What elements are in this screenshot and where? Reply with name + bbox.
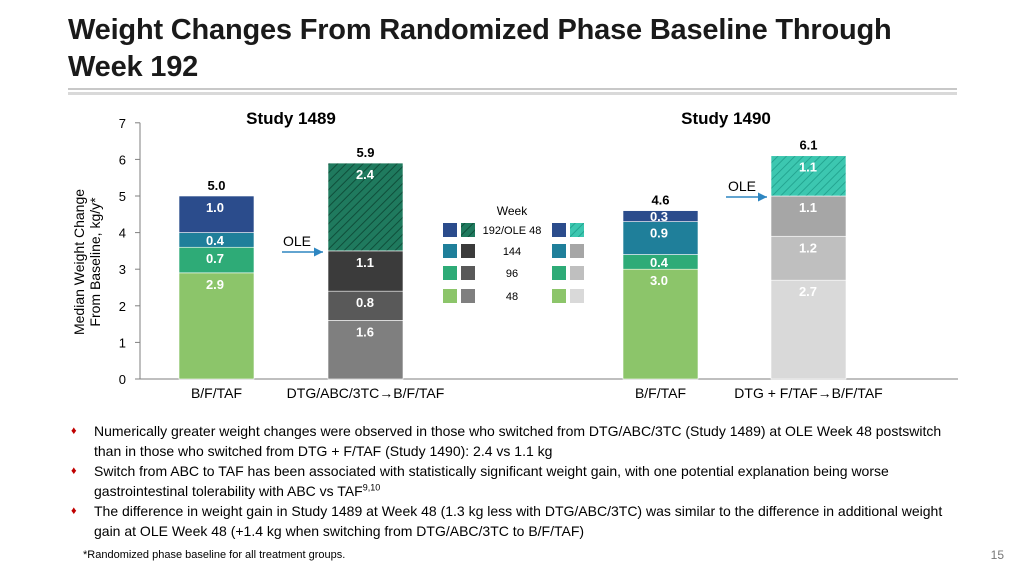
legend-label: 144 [503,246,521,258]
bar-total-label: 6.1 [799,138,817,153]
bar-segment [622,221,699,255]
y-tick-label: 1 [119,335,126,350]
bar-total-label: 4.6 [651,193,669,208]
legend-swatch [461,289,475,303]
page-title: Weight Changes From Randomized Phase Bas… [68,14,892,83]
title-divider [68,88,957,90]
y-tick-label: 7 [119,116,126,131]
data-label: 1.1 [356,255,374,270]
legend-swatch [461,223,475,237]
data-label: 2.9 [206,277,224,292]
legend-swatch [443,244,457,258]
data-label: 1.1 [799,160,817,175]
bullet-item: ♦ Switch from ABC to TAF has been associ… [68,461,948,501]
legend-swatch [461,266,475,280]
legend-label: 48 [506,291,518,303]
legend-label: 192/OLE 48 [483,225,542,237]
diamond-bullet-icon: ♦ [71,465,77,477]
legend-swatch [570,266,584,280]
bullet-text: Switch from ABC to TAF has been associat… [94,463,889,499]
bullet-list: ♦ Numerically greater weight changes wer… [68,421,948,541]
bullet-text: The difference in weight gain in Study 1… [94,503,943,539]
legend-swatch [570,223,584,237]
data-label: 1.1 [799,200,817,215]
y-axis-label: Median Weight ChangeFrom Baseline, kg/y* [71,189,103,335]
legend-swatch [570,289,584,303]
legend-swatch [552,223,566,237]
diamond-bullet-icon: ♦ [71,505,77,517]
citation-superscript: 9,10 [362,482,381,493]
data-label: 0.3 [650,209,668,224]
y-tick-label: 2 [119,299,126,314]
bullet-text: Numerically greater weight changes were … [94,423,942,459]
x-tick-label: DTG/ABC/3TC→B/F/TAF [287,385,445,401]
legend-swatch [552,266,566,280]
x-tick-label: B/F/TAF [191,385,242,401]
bar-total-label: 5.0 [207,178,225,193]
bar-total-label: 5.9 [356,145,374,160]
group-title: Study 1490 [681,109,771,128]
bar-segment [770,279,847,380]
x-tick-label: DTG + F/TAF→B/F/TAF [734,385,882,401]
data-label: 0.4 [206,233,225,248]
y-tick-label: 3 [119,262,126,277]
y-tick-label: 4 [119,226,126,241]
legend-swatch [461,244,475,258]
legend-swatch [570,244,584,258]
stacked-bar-chart: 0 1 2 3 4 5 6 7 Median Weight ChangeFrom Baselin… [71,109,958,401]
y-tick-label: 0 [119,372,126,387]
title-divider-shadow [68,92,957,95]
bullet-item: ♦ The difference in weight gain in Study… [68,501,948,541]
legend-swatch [552,289,566,303]
data-label: 2.4 [356,167,375,182]
data-label: 0.7 [206,251,224,266]
bar-segment [178,272,255,380]
bar-segment [622,210,699,222]
bar-segment [327,162,404,252]
legend-label: 96 [506,268,518,280]
data-label: 0.9 [650,226,668,241]
ole-label: OLE [728,178,756,194]
bar-segment [622,268,699,380]
y-axis-label-line: Median Weight Change [71,189,87,335]
y-tick-label: 5 [119,189,126,204]
data-label: 2.7 [799,284,817,299]
ole-label: OLE [283,233,311,249]
y-axis-label-line: From Baseline, kg/y* [87,197,103,327]
page-number: 15 [990,548,1004,562]
legend-title: Week [497,204,528,218]
legend-swatch [443,266,457,280]
bar-segment [327,250,404,292]
bullet-item: ♦ Numerically greater weight changes wer… [68,421,948,461]
data-label: 1.2 [799,240,817,255]
diamond-bullet-icon: ♦ [71,425,77,437]
data-label: 3.0 [650,273,668,288]
x-tick-label: B/F/TAF [635,385,686,401]
bar-segment [770,155,847,197]
y-tick-label: 6 [119,152,126,167]
data-label: 0.8 [356,295,374,310]
data-label: 1.0 [206,200,224,215]
bar-segment [178,195,255,233]
data-label: 0.4 [650,255,669,270]
legend-swatch [443,289,457,303]
footnote: *Randomized phase baseline for all treat… [83,549,346,561]
group-title: Study 1489 [246,109,336,128]
legend-swatch [443,223,457,237]
bar-segment [770,195,847,237]
legend-swatch [552,244,566,258]
bar-segment [770,235,847,281]
bar-segment [178,246,255,274]
data-label: 1.6 [356,324,374,339]
